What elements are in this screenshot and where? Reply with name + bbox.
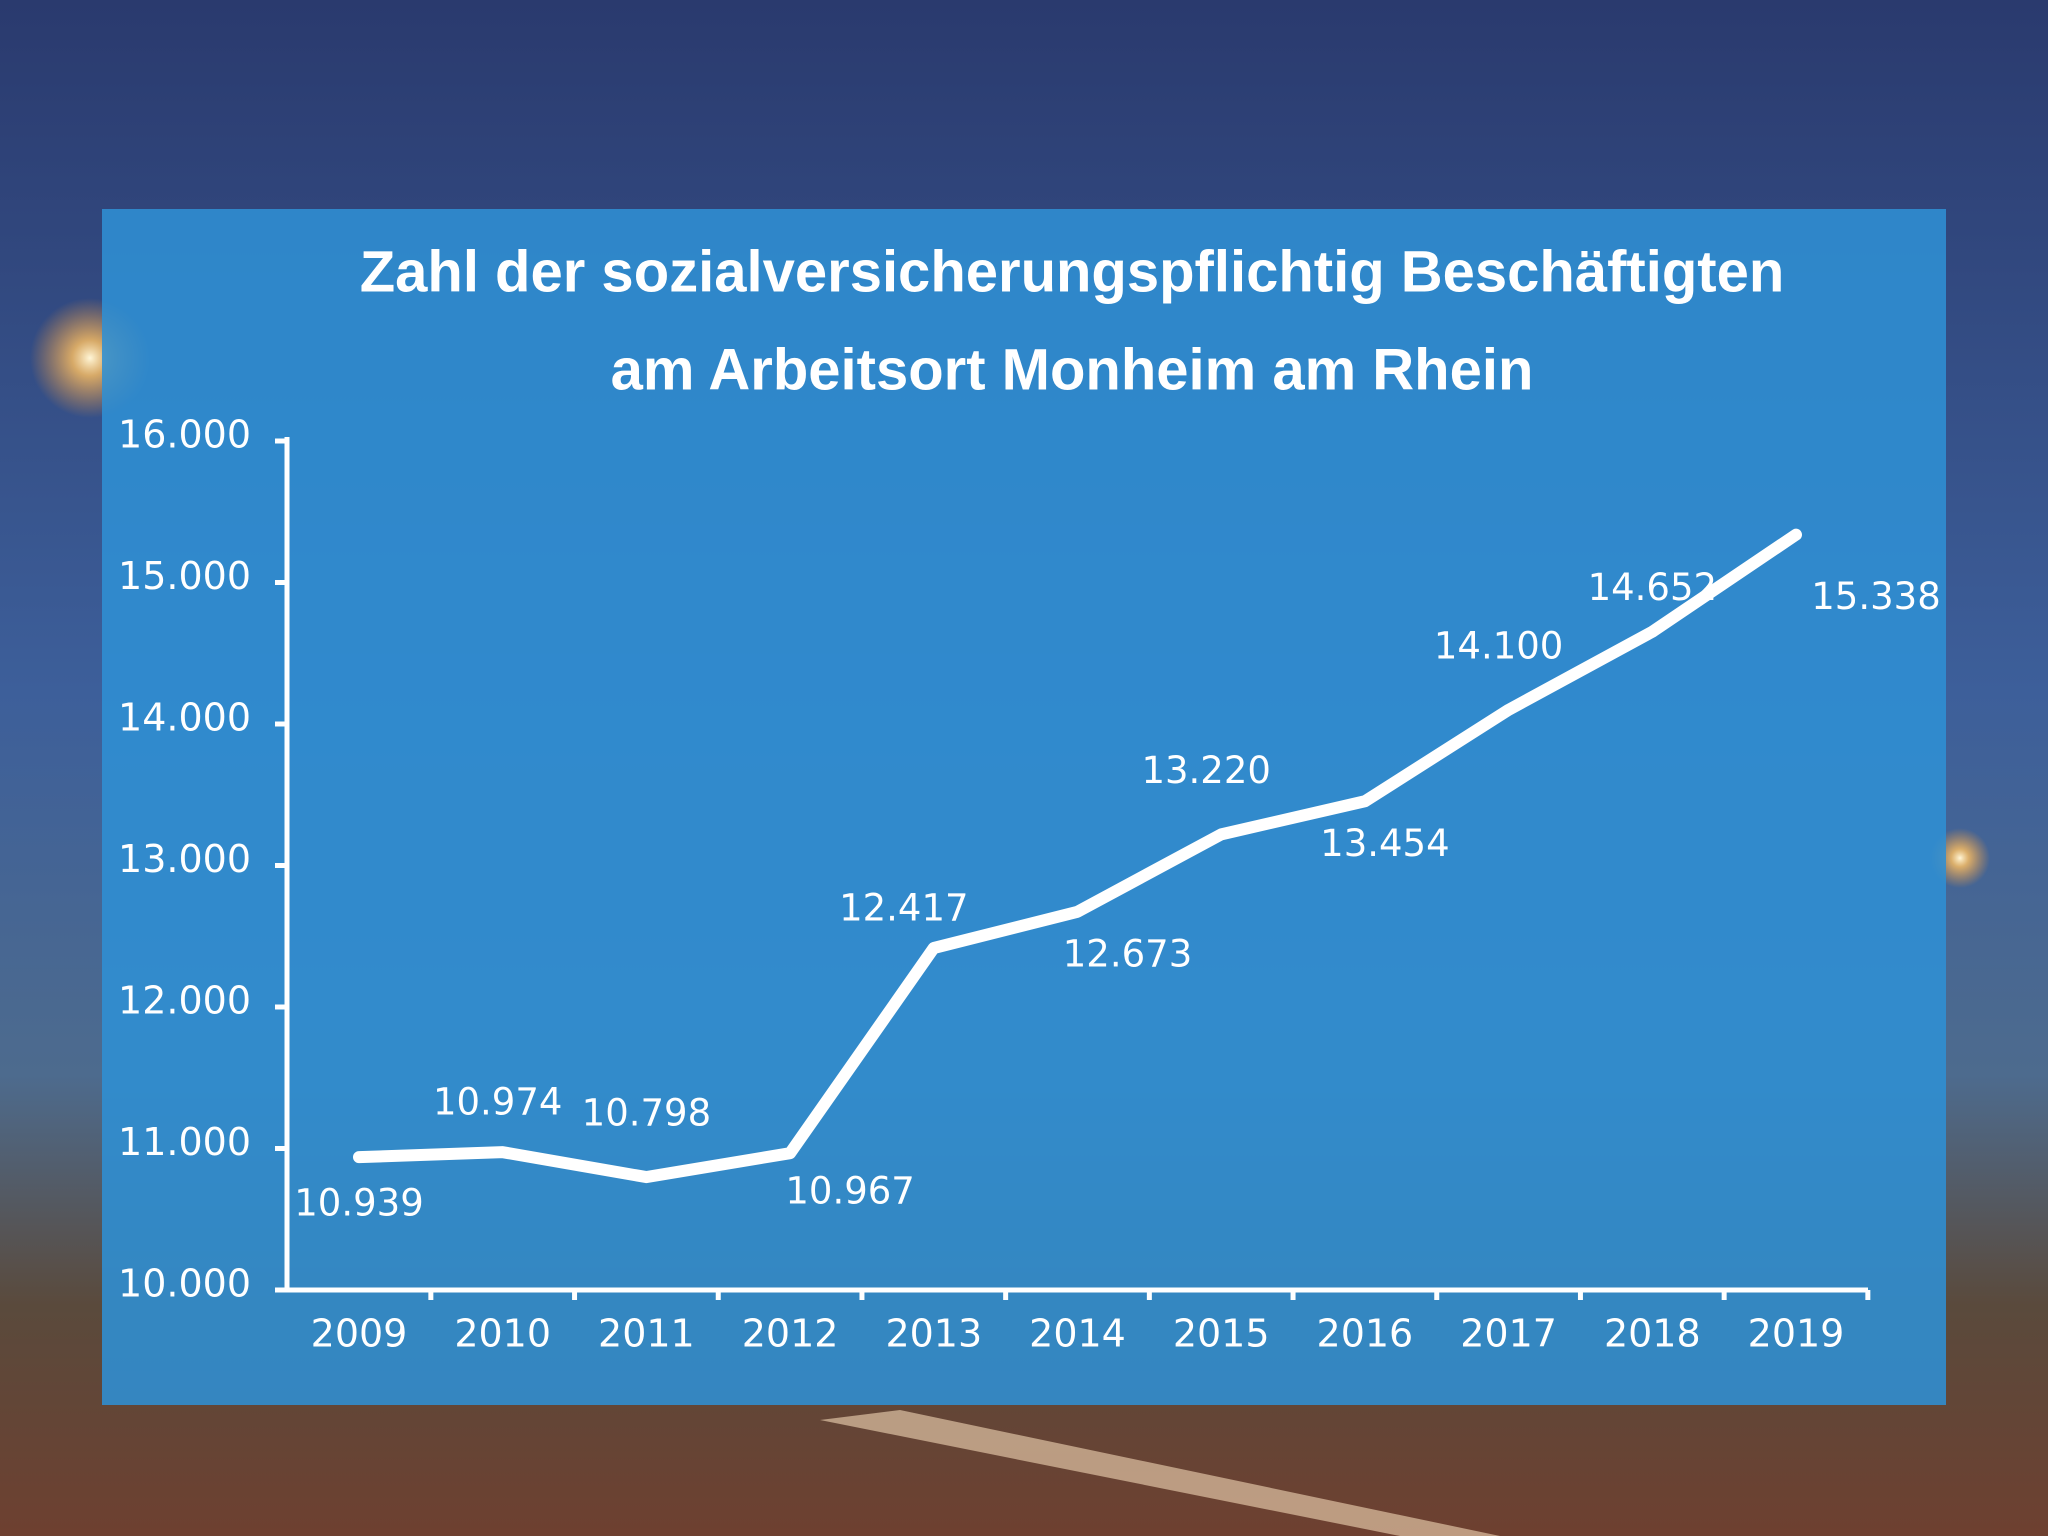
x-tick-label: 2019 xyxy=(1748,1312,1845,1356)
y-tick-label: 13.000 xyxy=(118,837,251,881)
value-label: 10.798 xyxy=(582,1092,711,1135)
chart-title: Zahl der sozialversicherungspflichtig Be… xyxy=(360,239,1785,304)
x-tick-label: 2012 xyxy=(742,1312,839,1356)
chart-panel xyxy=(102,209,1946,1405)
x-tick-label: 2015 xyxy=(1173,1312,1270,1356)
x-tick-label: 2011 xyxy=(598,1312,695,1356)
x-tick-label: 2016 xyxy=(1317,1312,1414,1356)
x-tick-label: 2013 xyxy=(885,1312,982,1356)
light-trail xyxy=(820,1410,1500,1536)
value-label: 12.673 xyxy=(1063,932,1192,975)
y-tick-label: 10.000 xyxy=(118,1262,251,1306)
x-tick-label: 2010 xyxy=(454,1312,551,1356)
value-label: 10.939 xyxy=(294,1182,423,1225)
value-label: 14.100 xyxy=(1434,624,1563,667)
y-tick-label: 14.000 xyxy=(118,696,251,740)
value-label: 13.220 xyxy=(1141,749,1270,792)
x-tick-label: 2017 xyxy=(1460,1312,1557,1356)
data-line xyxy=(353,528,1802,1184)
y-tick-label: 16.000 xyxy=(118,413,251,457)
chart-title: am Arbeitsort Monheim am Rhein xyxy=(611,337,1534,402)
x-tick-label: 2018 xyxy=(1604,1312,1701,1356)
value-label: 14.652 xyxy=(1588,566,1717,609)
value-label: 12.417 xyxy=(839,886,968,929)
value-label: 13.454 xyxy=(1320,822,1449,865)
x-tick-label: 2014 xyxy=(1029,1312,1126,1356)
y-tick-label: 15.000 xyxy=(118,554,251,598)
value-label: 10.974 xyxy=(433,1081,562,1124)
x-tick-label: 2009 xyxy=(311,1312,408,1356)
y-tick-label: 12.000 xyxy=(118,979,251,1023)
y-tick-label: 11.000 xyxy=(118,1120,251,1164)
value-label: 10.967 xyxy=(785,1170,914,1213)
value-label: 15.338 xyxy=(1811,575,1940,618)
